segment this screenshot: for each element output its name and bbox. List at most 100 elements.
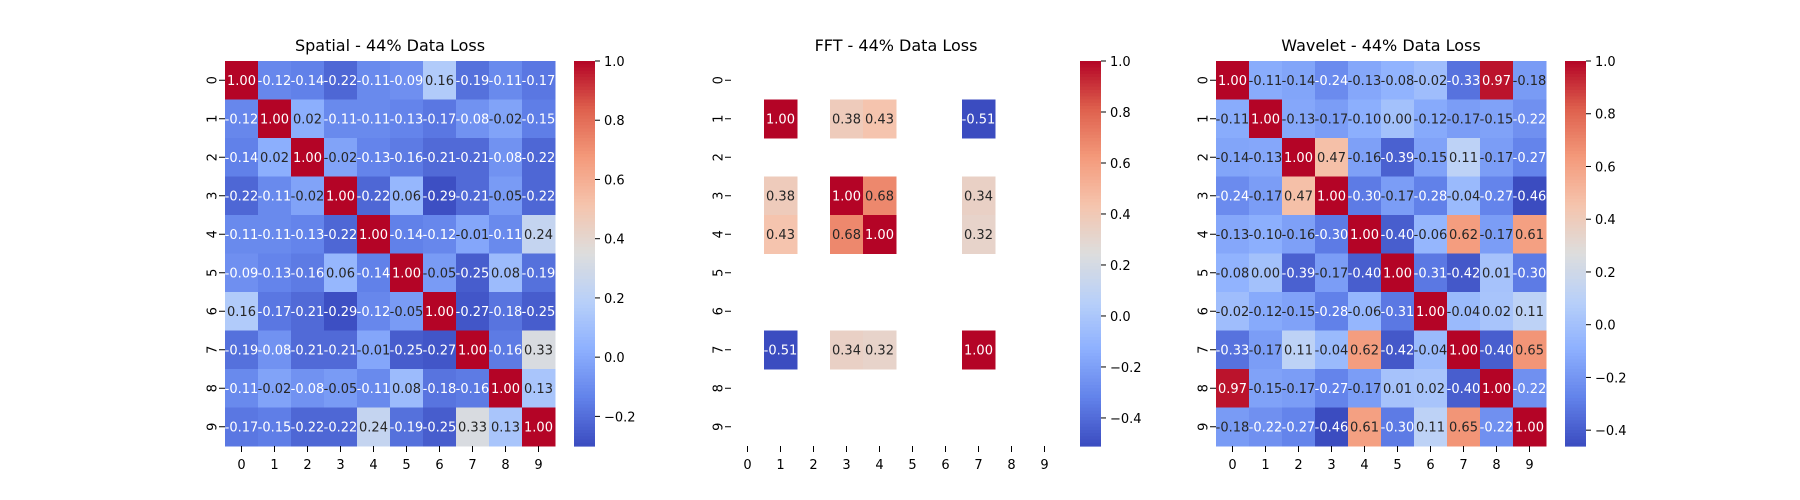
heatmap-cell (1216, 215, 1250, 254)
colorbar-segment (1080, 86, 1101, 91)
heatmap-cell (1513, 138, 1547, 177)
y-tick-label: 8 (1197, 384, 1212, 392)
colorbar-tick-label: 1.0 (604, 55, 625, 70)
heatmap-cell (1315, 99, 1349, 139)
x-tick-label: 4 (875, 458, 883, 473)
y-tick-label: 7 (206, 346, 221, 354)
colorbar-segment (1080, 237, 1101, 242)
colorbar-segment (574, 442, 595, 447)
colorbar-segment (1080, 182, 1101, 187)
cell-value-label: -0.22 (1513, 112, 1547, 127)
x-tick-label: 1 (270, 458, 278, 473)
colorbar-segment (1080, 372, 1101, 377)
heatmap-cell (1216, 253, 1250, 293)
colorbar-segment (1565, 125, 1586, 129)
cell-value-label: -0.17 (1381, 189, 1415, 204)
y-tick-label: 0 (712, 76, 727, 84)
colorbar-segment (1080, 320, 1101, 325)
cell-value-label: 1.00 (524, 420, 553, 435)
colorbar-segment (1080, 208, 1101, 213)
cell-value-label: -0.11 (357, 382, 391, 397)
colorbar-segment (574, 308, 595, 312)
y-tick-label: 2 (1197, 153, 1212, 161)
colorbar-segment (1565, 346, 1586, 351)
heatmap-cell (830, 99, 864, 139)
colorbar-segment (574, 182, 595, 187)
heatmap-cell (1348, 407, 1382, 447)
cell-value-label: 0.47 (1317, 151, 1346, 166)
heatmap-cell (390, 292, 424, 331)
heatmap-cell (1447, 330, 1481, 370)
heatmap-cell (1315, 369, 1349, 408)
colorbar-segment (1080, 250, 1101, 255)
heatmap-cell (1414, 61, 1448, 100)
colorbar-segment (1080, 96, 1101, 101)
colorbar-segment (1080, 327, 1101, 332)
cell-value-label: -0.11 (324, 112, 358, 127)
colorbar-segment (1080, 218, 1101, 223)
cell-value-label: 1.00 (1284, 151, 1313, 166)
heatmap-cell (390, 369, 424, 408)
cell-value-label: -0.11 (225, 382, 259, 397)
colorbar-tick-label: 0.0 (1595, 319, 1616, 334)
colorbar-tick-label: 0.6 (1595, 160, 1616, 175)
heatmap-cell (225, 369, 259, 408)
heatmap-cell (291, 176, 325, 216)
cell-value-label: -0.15 (1480, 112, 1514, 127)
colorbar-segment (574, 208, 595, 213)
heatmap-cell (522, 253, 556, 293)
heatmap-cell (764, 176, 798, 216)
cell-value-label: -0.19 (522, 266, 556, 281)
heatmap-cell (357, 138, 391, 177)
colorbar-segment (1080, 356, 1101, 360)
cell-value-label: -0.04 (1414, 343, 1448, 358)
heatmap-cell (357, 369, 391, 408)
cell-value-label: -0.51 (962, 112, 996, 127)
cell-value-label: -0.17 (1249, 343, 1283, 358)
colorbar-segment (1565, 99, 1586, 104)
colorbar-segment (574, 314, 595, 319)
heatmap-cell (1348, 292, 1382, 331)
cell-value-label: -0.27 (1315, 382, 1349, 397)
cell-value-label: -0.02 (258, 382, 292, 397)
cell-value-label: -0.05 (324, 382, 358, 397)
colorbar-segment (574, 186, 595, 190)
heatmap-cell (830, 330, 864, 370)
heatmap-cell (225, 330, 259, 370)
heatmap-cell (1480, 61, 1514, 100)
heatmap-cell (1249, 407, 1283, 447)
colorbar-segment (1080, 391, 1101, 396)
colorbar-segment (1565, 160, 1586, 165)
heatmap-cell (1381, 215, 1415, 254)
cell-value-label: 0.24 (524, 228, 553, 243)
colorbar-segment (574, 93, 595, 97)
y-tick-label: 9 (712, 423, 727, 431)
y-tick-label: 6 (712, 307, 727, 315)
heatmap-cell (324, 61, 358, 100)
heatmap-cell (357, 330, 391, 370)
colorbar-segment (1080, 99, 1101, 104)
heatmap-cell (423, 292, 457, 331)
heatmap-cell (1414, 253, 1448, 293)
cell-value-label: -0.02 (324, 151, 358, 166)
colorbar-segment (574, 134, 595, 139)
heatmap-cell (1513, 176, 1547, 216)
heatmap-cell (225, 407, 259, 447)
colorbar-tick-label: 0.2 (1110, 259, 1131, 274)
colorbar-segment (574, 413, 595, 418)
cell-value-label: -0.08 (1216, 266, 1250, 281)
heatmap-cell (489, 253, 523, 293)
cell-value-label: -0.09 (225, 266, 259, 281)
colorbar-segment (1565, 292, 1586, 296)
colorbar-tick-label: 0.6 (1110, 157, 1131, 172)
heatmap-cell (1216, 99, 1250, 139)
cell-value-label: 0.02 (260, 151, 289, 166)
heatmap-cell (1282, 253, 1316, 293)
x-tick-label: 9 (1525, 458, 1533, 473)
heatmap-cell (1513, 61, 1547, 100)
colorbar-segment (1080, 243, 1101, 248)
colorbar-segment (1080, 304, 1101, 309)
cell-value-label: 0.24 (359, 420, 388, 435)
cell-value-label: -0.39 (1282, 266, 1316, 281)
colorbar-segment (1565, 359, 1586, 364)
